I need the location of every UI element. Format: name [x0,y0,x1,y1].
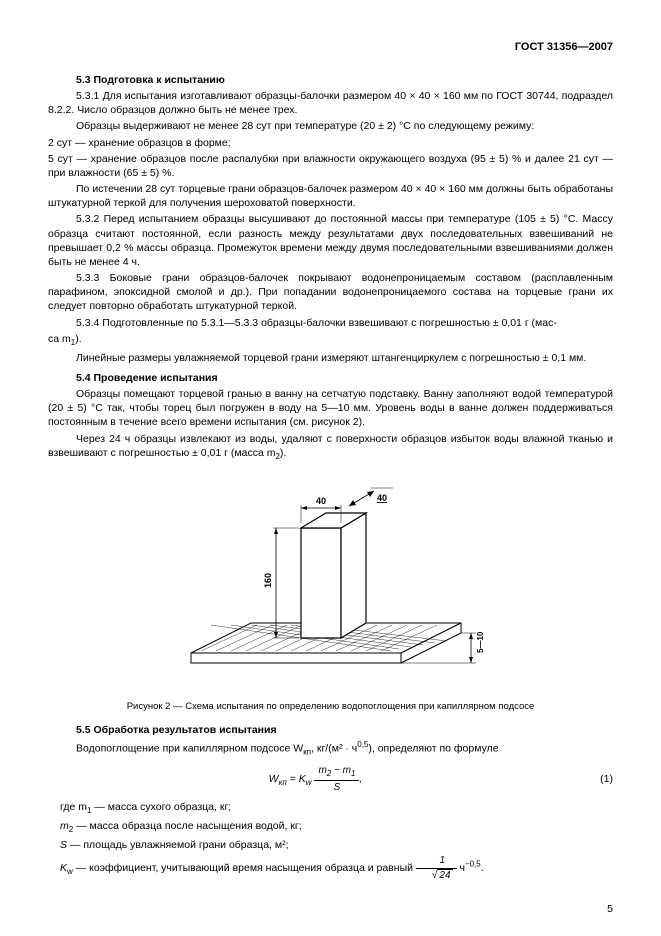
p-5sut: 5 сут — хранение образцов после распалуб… [48,152,613,180]
doc-header: ГОСТ 31356—2007 [48,40,613,55]
formula-1: Wкп = Kw m2 − m1 S , (1) [48,764,613,794]
sqrt: 24 [437,869,452,881]
section-5-4-title: 5.4 Проведение испытания [48,371,613,385]
p-5-3-4b: са m1). [48,332,613,349]
def-kw: Kw — коэффициент, учитывающий время насы… [48,854,613,882]
sup-05: 0,5 [357,740,368,749]
p-2sut: 2 сут — хранение образцов в форме; [48,136,613,150]
t: ), определяют по формуле [368,742,498,754]
sup: −0,5 [465,859,481,868]
page-number: 5 [607,902,613,916]
definitions: где m1 — масса сухого образца, кг; m2 — … [48,800,613,882]
t: W [269,773,279,785]
fraction-kw: 1 √24 [416,854,457,882]
t: — коэффициент, учитывающий время насыщен… [73,862,416,874]
sub-kp: кп [303,747,311,756]
def-s: S — площадь увлажняемой грани образца, м… [48,838,613,852]
p-5-3-2: 5.3.2 Перед испытанием образцы высушиваю… [48,212,613,269]
fraction: m2 − m1 S [314,764,359,794]
t: ). [75,333,81,345]
t: S [60,839,67,851]
p-5-3-4a: 5.3.4 Подготовленные по 5.3.1—5.3.3 обра… [48,316,613,330]
page: ГОСТ 31356—2007 5.3 Подготовка к испытан… [0,0,661,936]
dim-40a: 40 [316,496,326,506]
t: — площадь увлажняемой грани образца, м²; [67,839,288,851]
p-5-4-1: Образцы помещают торцевой гранью в ванну… [48,387,613,430]
section-5-3-title: 5.3 Подготовка к испытанию [48,73,613,87]
formula-number: (1) [583,772,613,786]
sub: 1 [351,769,355,778]
figure-caption: Рисунок 2 — Схема испытания по определен… [48,701,613,714]
figure-2: 40 40 160 5—10 [161,473,501,693]
t: Через 24 ч образцы извлекают из воды, уд… [48,433,613,459]
t: , кг/(м² · ч [311,742,357,754]
p-5-5-intro: Водопоглощение при капиллярном подсосе W… [48,740,613,758]
p-5-3-3: 5.3.3 Боковые грани образцов-балочек пок… [48,271,613,314]
p-5-3-1: 5.3.1 Для испытания изготавливают образц… [48,89,613,117]
formula-body: Wкп = Kw m2 − m1 S , [48,764,583,794]
frac-den: S [314,781,359,795]
p-linear: Линейные размеры увлажняемой торцевой гр… [48,351,613,365]
frac-den: √24 [416,869,457,883]
t: ). [280,447,286,459]
dim-40b: 40 [377,493,387,503]
dim-5-10: 5—10 [476,631,485,653]
frac-num: 1 [416,854,457,869]
dim-160: 160 [263,573,273,588]
t: са m [48,333,71,345]
sub: w [306,778,312,787]
frac-num: m2 − m1 [314,764,359,781]
t: — масса образца после насыщения водой, к… [73,820,301,832]
t: m [318,765,326,776]
t: — масса сухого образца, кг; [91,801,231,813]
p-28sut: По истечении 28 сут торцевые грани образ… [48,182,613,210]
t: = K [287,773,306,785]
def-m1: где m1 — масса сухого образца, кг; [48,800,613,817]
section-5-5-title: 5.5 Обработка результатов испытания [48,723,613,737]
t: K [60,862,67,874]
t: Водопоглощение при капиллярном подсосе W [76,742,303,754]
t: где m [60,801,87,813]
p-regime: Образцы выдерживают не менее 28 сут при … [48,119,613,133]
t: . [481,862,484,874]
p-5-4-2: Через 24 ч образцы извлекают из воды, уд… [48,432,613,463]
t: 5.3.4 Подготовленные по 5.3.1—5.3.3 обра… [76,317,557,329]
t: − m [331,765,351,776]
t: m [60,820,69,832]
sub: кп [279,778,287,787]
t: , [359,773,362,785]
def-m2: m2 — масса образца после насыщения водой… [48,819,613,836]
